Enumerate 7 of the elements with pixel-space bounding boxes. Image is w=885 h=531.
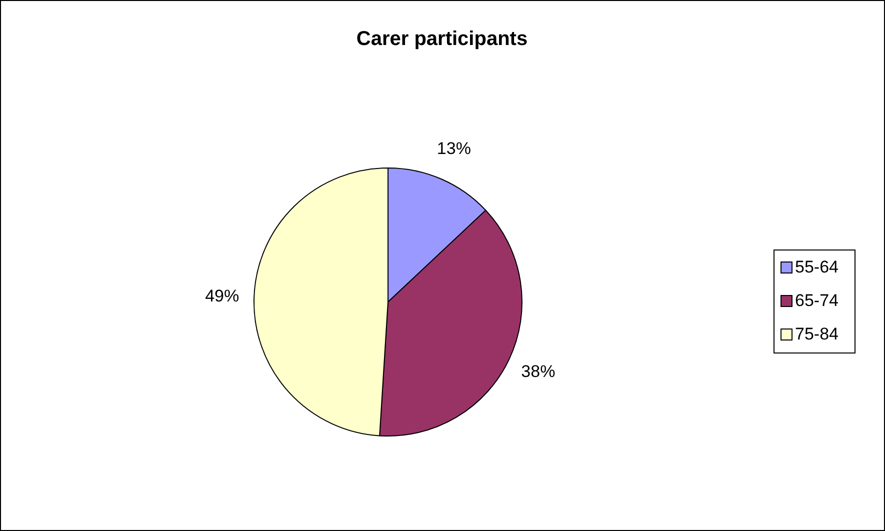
data-label: 38% [521, 362, 556, 382]
legend-label: 75-84 [795, 324, 838, 344]
chart-title: Carer participants [356, 28, 528, 50]
data-label: 13% [436, 139, 471, 158]
legend-label: 55-64 [795, 257, 838, 276]
legend-label: 65-74 [795, 290, 838, 310]
data-label: 49% [205, 286, 240, 306]
